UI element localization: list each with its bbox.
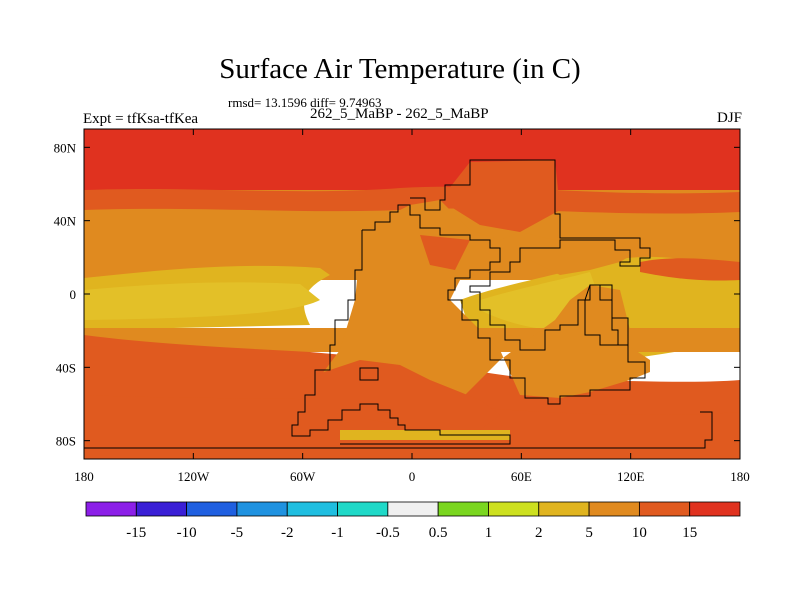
band-pacific-light (84, 282, 320, 320)
antarctic-strip (340, 430, 510, 440)
band-north-pacific-light (640, 258, 740, 281)
season-label: DJF (716, 110, 742, 126)
colorbar-swatch (186, 501, 238, 517)
colorbar-swatch (638, 501, 691, 517)
experiment-label: Expt = tfKsa-tfKea (83, 111, 199, 127)
chart-subtitle: 262_5_MaBP - 262_5_MaBP (310, 106, 489, 122)
x-tick-label: 180 (74, 469, 94, 484)
colorbar-swatch (538, 501, 590, 517)
colorbar-label: -15 (126, 525, 146, 541)
y-tick-label: 40N (54, 214, 77, 229)
band-arctic (84, 129, 740, 199)
land-south-mid (420, 235, 470, 270)
colorbar-swatch (135, 501, 188, 517)
colorbar-swatch (286, 501, 338, 517)
colorbar-swatch (689, 501, 741, 517)
colorbar-swatch (236, 501, 288, 517)
y-tick-label: 80N (54, 140, 77, 155)
band-north-transition (84, 186, 740, 214)
antarctic-strip-east (84, 442, 740, 459)
y-axis: 80N 40N 0 40S 80S (54, 140, 740, 449)
x-tick-label: 0 (409, 469, 416, 484)
land-east-warm (590, 285, 630, 350)
colorbar-label: -0.5 (376, 525, 400, 541)
temperature-field (84, 129, 740, 459)
colorbar-label: -5 (231, 525, 244, 541)
colorbar-label: 2 (535, 525, 543, 541)
colorbar-swatch (488, 501, 540, 517)
chart-title: Surface Air Temperature (in C) (219, 53, 581, 85)
y-tick-label: 0 (70, 287, 77, 302)
colorbar-swatch (588, 501, 640, 517)
x-tick-label: 60E (511, 469, 532, 484)
y-tick-label: 80S (56, 434, 76, 449)
rmsd-diff-stats: rmsd= 13.1596 diff= 9.74963 (228, 95, 382, 110)
colorbar-swatch (337, 501, 389, 517)
colorbar-swatch (85, 501, 137, 517)
land-south-warm (300, 360, 500, 432)
coastline-small-island (359, 367, 379, 381)
coastline-south-pacific (84, 411, 713, 449)
colorbar-label: -2 (281, 525, 294, 541)
x-axis: 180 120W 60W 0 60E 120E 180 (74, 129, 750, 484)
colorbar-label: -1 (331, 525, 344, 541)
coastline-main (362, 159, 651, 405)
colorbar-label: -10 (177, 525, 197, 541)
x-tick-label: 120W (177, 469, 210, 484)
x-tick-label: 120E (617, 469, 645, 484)
colorbar: -15 -10 -5 -2 -1 -0.5 0.5 1 2 5 10 15 (85, 501, 741, 541)
colorbar-label: 0.5 (429, 525, 448, 541)
colorbar-swatch (437, 501, 489, 517)
colorbar-label: 10 (632, 525, 647, 541)
x-tick-label: 60W (290, 469, 316, 484)
coastline-east-island (584, 284, 629, 346)
colorbar-label: 15 (682, 525, 697, 541)
y-tick-label: 40S (56, 360, 76, 375)
colorbar-swatch (387, 501, 439, 517)
colorbar-label: 1 (485, 525, 493, 541)
coastline-west (291, 230, 511, 445)
colorbar-label: 5 (585, 525, 593, 541)
x-tick-label: 180 (730, 469, 750, 484)
coastlines (84, 159, 713, 449)
